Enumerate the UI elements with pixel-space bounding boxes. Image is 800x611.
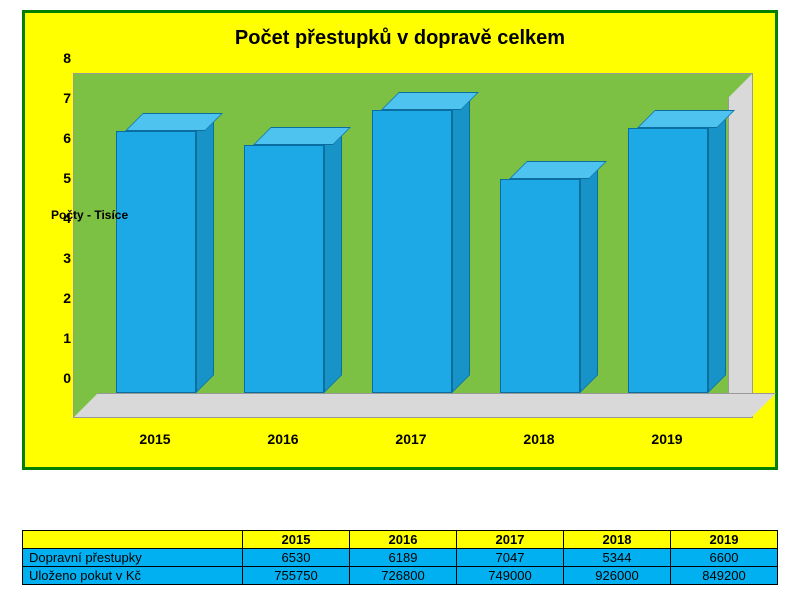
bar-front (116, 131, 196, 393)
y-tick-5: 5 (47, 170, 71, 186)
x-label-2016: 2016 (243, 431, 323, 447)
col-2016: 2016 (350, 531, 457, 549)
col-2015: 2015 (243, 531, 350, 549)
row-label: Uloženo pokut v Kč (23, 567, 243, 585)
chart-container: Počet přestupků v dopravě celkem 0 1 2 3… (22, 10, 778, 470)
cell: 726800 (350, 567, 457, 585)
y-tick-0: 0 (47, 370, 71, 386)
chart-title: Počet přestupků v dopravě celkem (25, 13, 775, 58)
table-row: Dopravní přestupky65306189704753446600 (23, 549, 778, 567)
bar-side (324, 127, 342, 393)
x-label-2018: 2018 (499, 431, 579, 447)
bar-front (628, 128, 708, 393)
y-tick-8: 8 (47, 50, 71, 66)
bar-side (196, 113, 214, 393)
y-axis-label: Počty - Tisíce (51, 208, 128, 222)
bar-side (452, 92, 470, 393)
back-wall (728, 74, 752, 417)
y-tick-2: 2 (47, 290, 71, 306)
bars-layer (86, 72, 726, 393)
cell: 849200 (671, 567, 778, 585)
bar-front (244, 145, 324, 393)
y-axis: 0 1 2 3 4 5 6 7 8 (47, 73, 71, 418)
x-axis-labels: 2015 2016 2017 2018 2019 (85, 431, 725, 461)
table-header-row: 2015 2016 2017 2018 2019 (23, 531, 778, 549)
cell: 749000 (457, 567, 564, 585)
cell: 7047 (457, 549, 564, 567)
cell: 755750 (243, 567, 350, 585)
data-table: 2015 2016 2017 2018 2019 Dopravní přestu… (22, 530, 778, 585)
y-tick-1: 1 (47, 330, 71, 346)
bar-side (580, 161, 598, 393)
cell: 926000 (564, 567, 671, 585)
y-tick-3: 3 (47, 250, 71, 266)
row-label: Dopravní přestupky (23, 549, 243, 567)
x-label-2015: 2015 (115, 431, 195, 447)
col-2017: 2017 (457, 531, 564, 549)
cell: 5344 (564, 549, 671, 567)
col-2018: 2018 (564, 531, 671, 549)
y-tick-7: 7 (47, 90, 71, 106)
cell: 6600 (671, 549, 778, 567)
bar-side (708, 110, 726, 393)
x-label-2017: 2017 (371, 431, 451, 447)
bar-front (372, 110, 452, 393)
cell: 6189 (350, 549, 457, 567)
plot-area (73, 73, 753, 418)
header-blank (23, 531, 243, 549)
bar-front (500, 179, 580, 393)
table-row: Uloženo pokut v Kč7557507268007490009260… (23, 567, 778, 585)
cell: 6530 (243, 549, 350, 567)
y-tick-6: 6 (47, 130, 71, 146)
x-label-2019: 2019 (627, 431, 707, 447)
floor (74, 393, 776, 417)
col-2019: 2019 (671, 531, 778, 549)
